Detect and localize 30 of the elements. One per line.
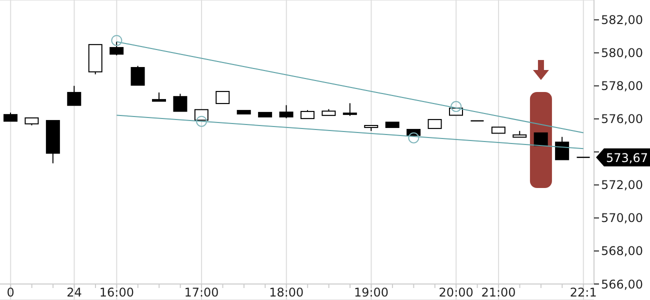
y-tick-label: 572,00 — [601, 178, 643, 192]
y-tick-label: 566,00 — [601, 277, 643, 292]
x-tick-label: 16:00 — [99, 286, 134, 300]
candlestick — [342, 102, 357, 116]
candlestick — [173, 93, 188, 112]
text: 573,67 — [606, 150, 648, 165]
candlestick — [534, 132, 548, 146]
y-tick-label: 576,00 — [601, 112, 643, 126]
y-tick-label: 570,00 — [601, 211, 643, 226]
y-tick-label: 580,00 — [601, 46, 643, 60]
candlestick — [67, 85, 82, 106]
x-tick-label: 24 — [66, 286, 82, 300]
point — [450, 101, 462, 112]
x-tick-label: 17:00 — [184, 286, 219, 300]
y-tick-label: 568,00 — [601, 244, 643, 258]
x-tick-label: 18:00 — [269, 286, 304, 300]
candlestick — [130, 65, 145, 86]
y-tick-label: 578,00 — [601, 79, 643, 94]
point — [111, 34, 122, 46]
x-tick-label: 20:00 — [438, 286, 474, 300]
point — [408, 132, 420, 144]
candlestick — [279, 104, 294, 119]
x-tick-label: 21:00 — [481, 286, 516, 300]
x-tick-label: 0 — [6, 286, 14, 300]
candlestick — [216, 90, 230, 104]
point — [196, 116, 208, 127]
candlestick — [555, 136, 570, 160]
x-tick-label: 22:1 — [570, 286, 597, 300]
x-tick-label: 19:00 — [354, 286, 389, 300]
y-tick-label: 582,00 — [601, 13, 643, 28]
